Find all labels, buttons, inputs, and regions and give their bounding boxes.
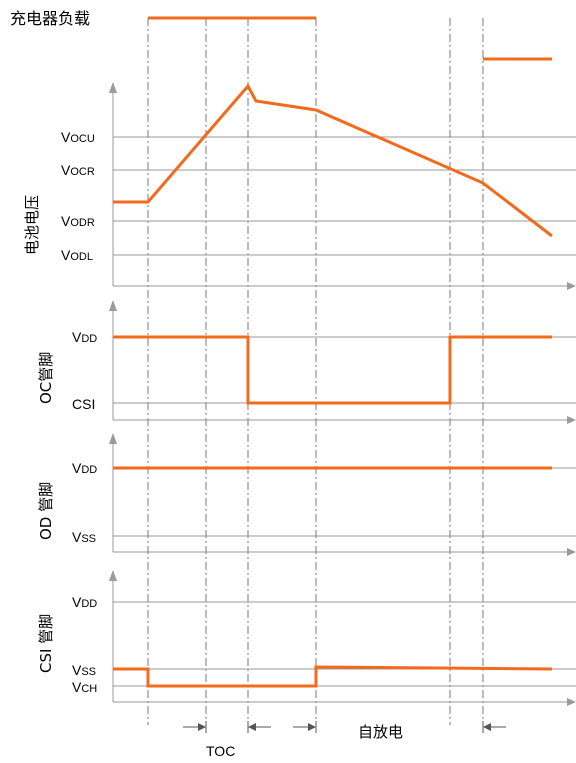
- od-axis-title: OD 管脚: [37, 482, 55, 540]
- time-markers: [147, 18, 484, 725]
- label-vocr: VOCR: [61, 162, 95, 178]
- battery-x-axis-arrow-icon: [567, 282, 576, 290]
- self-discharge-arrow-left-head-icon: [308, 723, 316, 731]
- csi-axis-title: CSI 管脚: [37, 614, 55, 673]
- charger-load-label: 充电器负载: [10, 9, 90, 28]
- od-x-axis-arrow-icon: [567, 548, 576, 556]
- toc-arrow-left-head-icon: [198, 723, 206, 731]
- csi-x-axis-arrow-icon: [567, 698, 576, 706]
- od-y-axis-arrow-icon: [109, 433, 117, 444]
- battery-axis-title: 电池电压: [23, 195, 41, 255]
- csi-pin-waveform: [113, 665, 553, 688]
- battery-y-axis-arrow-icon: [109, 82, 117, 93]
- battery-voltage-curve: [113, 83, 553, 238]
- csi-label-vss: VSS: [72, 662, 96, 678]
- self-discharge-label: 自放电: [358, 723, 403, 741]
- oc-y-axis-arrow-icon: [109, 300, 117, 311]
- oc-pin-panel: OC管脚 VDD CSI: [37, 300, 576, 424]
- oc-label-vdd: VDD: [72, 329, 97, 345]
- oc-axis-title: OC管脚: [37, 352, 55, 404]
- csi-y-axis-arrow-icon: [109, 570, 117, 581]
- label-vocu: VOCU: [61, 129, 95, 145]
- csi-pin-panel: CSI 管脚 VDD VSS VCH: [37, 570, 576, 706]
- od-label-vdd: VDD: [72, 460, 97, 476]
- time-annotations: TOC 自放电: [183, 721, 506, 759]
- label-vodr: VODR: [61, 213, 95, 229]
- oc-pin-waveform: [113, 335, 552, 405]
- od-label-vss: VSS: [72, 529, 96, 545]
- label-vodl: VODL: [61, 247, 93, 263]
- od-pin-panel: OD 管脚 VDD VSS: [37, 433, 576, 556]
- csi-label-vch: VCH: [72, 679, 97, 695]
- battery-voltage-panel: 电池电压 VOCU VOCR VODR VODL: [23, 82, 576, 290]
- oc-x-axis-arrow-icon: [567, 416, 576, 424]
- oc-label-csi: CSI: [72, 396, 95, 412]
- csi-label-vdd: VDD: [72, 594, 97, 610]
- toc-label: TOC: [206, 743, 235, 759]
